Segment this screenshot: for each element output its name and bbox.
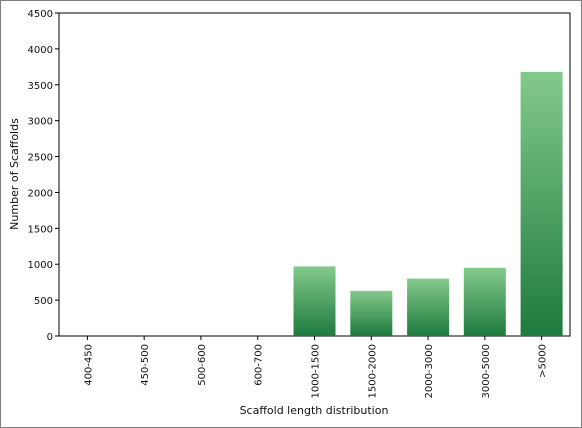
- y-tick-label: 2000: [28, 188, 53, 199]
- x-tick-label: 600-700: [254, 344, 265, 386]
- y-tick-label: 2500: [28, 153, 53, 164]
- y-tick-label: 1000: [28, 260, 53, 271]
- x-tick-label: 3000-5000: [481, 344, 492, 399]
- x-axis-title: Scaffold length distribution: [240, 404, 389, 417]
- bar-1000-1500: [293, 266, 336, 336]
- x-tick-label: 1500-2000: [367, 344, 378, 399]
- x-tick-label: 500-600: [197, 344, 208, 386]
- y-tick-label: 4500: [28, 9, 53, 20]
- x-tick-label: 2000-3000: [424, 344, 435, 399]
- y-tick-label: 3500: [28, 81, 53, 92]
- y-tick-label: 1500: [28, 224, 53, 235]
- bar-1500-2000: [350, 290, 393, 336]
- x-tick-label: 450-500: [140, 344, 151, 386]
- y-axis-ticks: 0 500 1000 1500 2000 2500 3000 3500 4000 4500: [28, 9, 59, 343]
- x-tick-label: 1000-1500: [311, 344, 322, 399]
- x-axis-ticks: 400-450 450-500 500-600 600-700 1000-1500 150…: [83, 336, 549, 399]
- y-tick-label: 0: [47, 332, 53, 343]
- y-tick-label: 4000: [28, 45, 53, 56]
- x-tick-label: >5000: [538, 344, 549, 378]
- y-axis-title: Number of Scaffolds: [8, 118, 21, 230]
- y-tick-label: 3000: [28, 117, 53, 128]
- x-tick-label: 400-450: [83, 344, 94, 386]
- y-tick-label: 500: [34, 296, 53, 307]
- bar->5000: [520, 71, 563, 337]
- bar-2000-3000: [407, 278, 450, 336]
- bars-group: [293, 71, 563, 337]
- bar-3000-5000: [463, 267, 506, 336]
